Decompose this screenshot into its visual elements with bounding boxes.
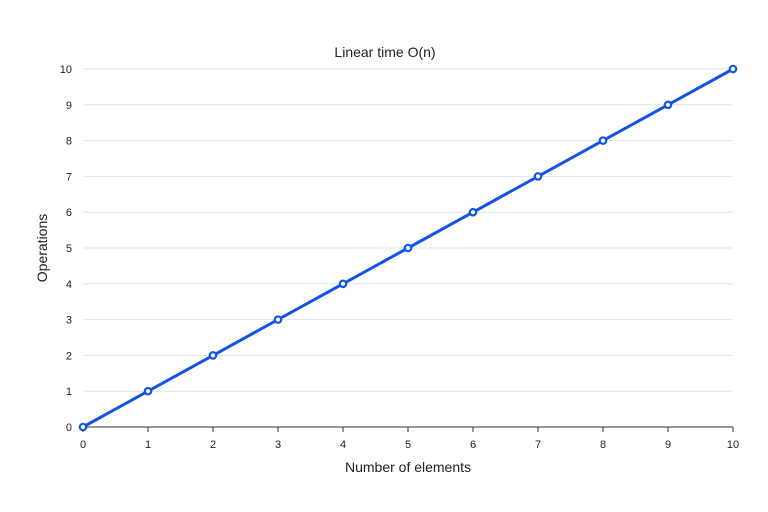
- data-point[interactable]: [403, 243, 413, 253]
- data-point[interactable]: [78, 422, 88, 432]
- data-point[interactable]: [143, 386, 153, 396]
- y-tick-label: 6: [66, 207, 72, 219]
- gridlines: [83, 68, 733, 392]
- x-tick-label: 9: [665, 439, 671, 451]
- x-tick-label: 6: [470, 439, 476, 451]
- x-tick-label: 4: [340, 439, 346, 451]
- x-tick-label: 3: [275, 439, 281, 451]
- x-tick-label: 0: [80, 439, 86, 451]
- x-tick-label: 7: [535, 439, 541, 451]
- y-axis-title: Operations: [34, 214, 50, 282]
- y-tick-label: 2: [66, 350, 72, 362]
- chart-title: Linear time O(n): [334, 44, 435, 60]
- data-point[interactable]: [338, 279, 348, 289]
- series-group: [78, 64, 738, 432]
- y-axis-ticks: 0 1 2 3 4 5 6 7 8 9 10: [60, 64, 72, 434]
- data-point[interactable]: [208, 351, 218, 360]
- data-point[interactable]: [598, 136, 608, 145]
- y-tick-label: 4: [66, 279, 72, 291]
- y-tick-label: 9: [66, 100, 72, 112]
- data-point[interactable]: [273, 315, 283, 324]
- y-tick-label: 7: [66, 171, 72, 183]
- x-axis-title: Number of elements: [345, 459, 471, 475]
- y-tick-label: 3: [66, 315, 72, 327]
- data-point[interactable]: [533, 172, 543, 181]
- data-point[interactable]: [728, 64, 738, 74]
- data-point[interactable]: [663, 100, 673, 110]
- y-tick-label: 8: [66, 136, 72, 148]
- x-tick-label: 8: [600, 439, 606, 451]
- y-tick-label: 5: [66, 243, 72, 255]
- x-axis-ticks: 0 1 2 3 4 5 6 7 8 9 10: [80, 427, 739, 451]
- x-tick-label: 5: [405, 439, 411, 451]
- data-point[interactable]: [468, 207, 478, 217]
- y-tick-label: 0: [66, 422, 72, 434]
- y-tick-label: 10: [60, 64, 72, 76]
- y-tick-label: 1: [66, 386, 72, 398]
- x-tick-label: 2: [210, 439, 216, 451]
- x-tick-label: 1: [145, 439, 151, 451]
- x-tick-label: 10: [727, 439, 739, 451]
